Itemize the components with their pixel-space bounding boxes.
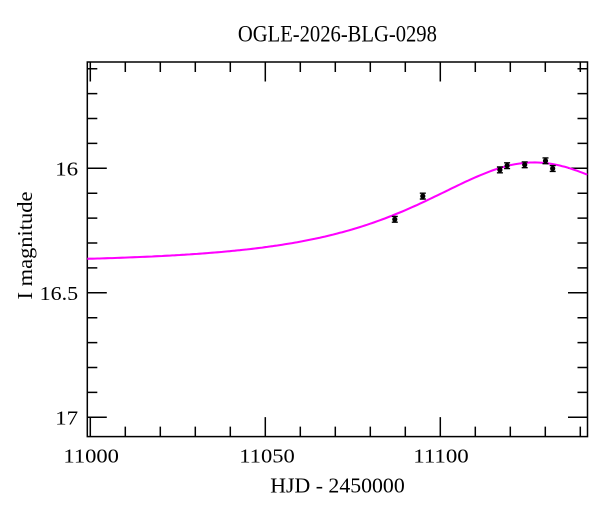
svg-text:OGLE-2026-BLG-0298: OGLE-2026-BLG-0298: [238, 22, 437, 47]
svg-text:11100: 11100: [413, 446, 469, 468]
svg-text:16: 16: [55, 159, 78, 181]
svg-text:I magnitude: I magnitude: [13, 192, 37, 300]
svg-text:11050: 11050: [239, 446, 295, 468]
svg-text:11000: 11000: [63, 446, 119, 468]
svg-text:HJD - 2450000: HJD - 2450000: [270, 473, 405, 497]
svg-text:17: 17: [55, 407, 78, 429]
svg-text:16.5: 16.5: [40, 283, 79, 305]
